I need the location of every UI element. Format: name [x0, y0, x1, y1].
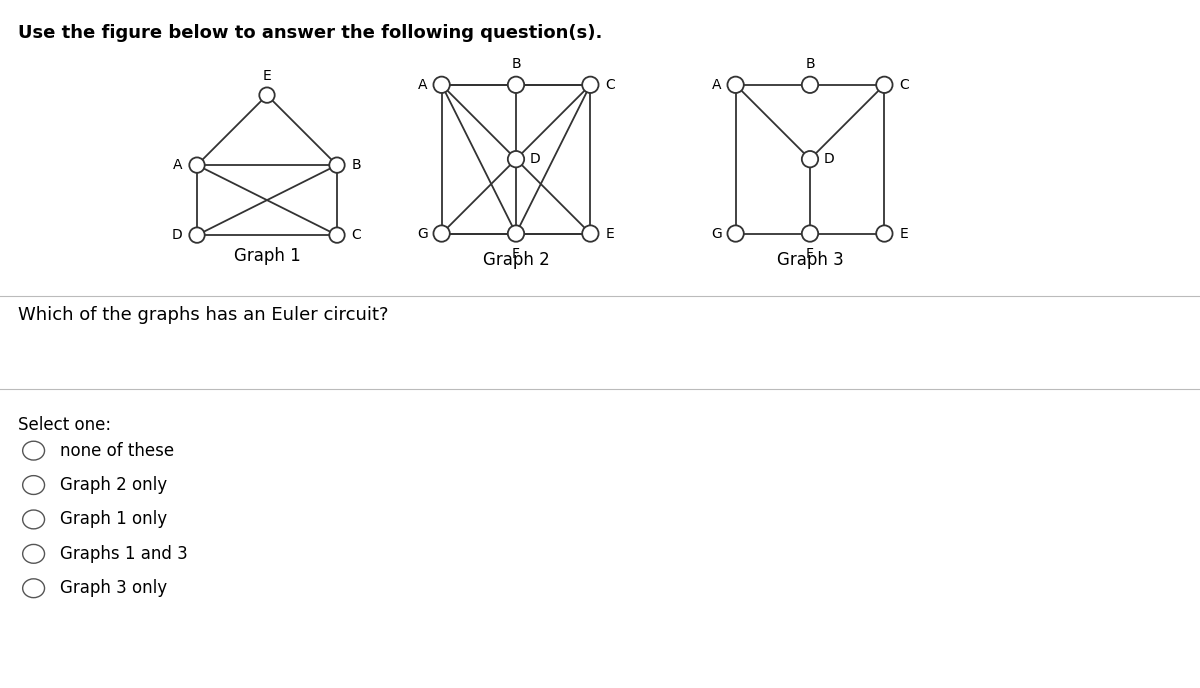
- Circle shape: [582, 76, 599, 93]
- Circle shape: [433, 226, 450, 241]
- Text: none of these: none of these: [60, 442, 174, 460]
- Text: Use the figure below to answer the following question(s).: Use the figure below to answer the follo…: [18, 24, 602, 42]
- Circle shape: [802, 76, 818, 93]
- Circle shape: [23, 475, 44, 495]
- Text: F: F: [806, 248, 814, 261]
- Text: C: C: [352, 228, 361, 242]
- Text: B: B: [805, 57, 815, 71]
- Text: F: F: [512, 248, 520, 261]
- Text: A: A: [173, 158, 182, 172]
- Text: Graph 1 only: Graph 1 only: [60, 510, 167, 528]
- Circle shape: [329, 158, 344, 173]
- Text: Graph 3 only: Graph 3 only: [60, 579, 167, 597]
- Circle shape: [727, 76, 744, 93]
- Circle shape: [23, 510, 44, 529]
- Circle shape: [802, 151, 818, 167]
- Circle shape: [802, 226, 818, 241]
- Text: Graph 3: Graph 3: [776, 251, 844, 269]
- Text: Which of the graphs has an Euler circuit?: Which of the graphs has an Euler circuit…: [18, 306, 389, 324]
- Text: A: A: [418, 78, 427, 92]
- Text: G: G: [416, 226, 427, 241]
- Text: D: D: [530, 152, 541, 166]
- Text: G: G: [710, 226, 721, 241]
- Circle shape: [508, 76, 524, 93]
- Circle shape: [329, 228, 344, 243]
- Text: Graphs 1 and 3: Graphs 1 and 3: [60, 545, 187, 563]
- Circle shape: [582, 226, 599, 241]
- Text: Graph 2: Graph 2: [482, 251, 550, 269]
- Text: B: B: [511, 57, 521, 71]
- Text: D: D: [172, 228, 182, 242]
- Text: E: E: [899, 226, 908, 241]
- Circle shape: [190, 228, 205, 243]
- Text: Select one:: Select one:: [18, 416, 112, 434]
- Text: Graph 1: Graph 1: [234, 246, 300, 264]
- Circle shape: [23, 441, 44, 460]
- Circle shape: [23, 544, 44, 563]
- Circle shape: [259, 87, 275, 103]
- Circle shape: [876, 226, 893, 241]
- Text: E: E: [605, 226, 614, 241]
- Text: D: D: [824, 152, 835, 166]
- Text: A: A: [712, 78, 721, 92]
- Circle shape: [876, 76, 893, 93]
- Text: E: E: [263, 69, 271, 83]
- Text: C: C: [899, 78, 908, 92]
- Circle shape: [508, 151, 524, 167]
- Circle shape: [23, 579, 44, 598]
- Text: B: B: [352, 158, 361, 172]
- Text: Graph 2 only: Graph 2 only: [60, 476, 167, 494]
- Circle shape: [190, 158, 205, 173]
- Circle shape: [433, 76, 450, 93]
- Circle shape: [727, 226, 744, 241]
- Circle shape: [508, 226, 524, 241]
- Text: C: C: [605, 78, 614, 92]
